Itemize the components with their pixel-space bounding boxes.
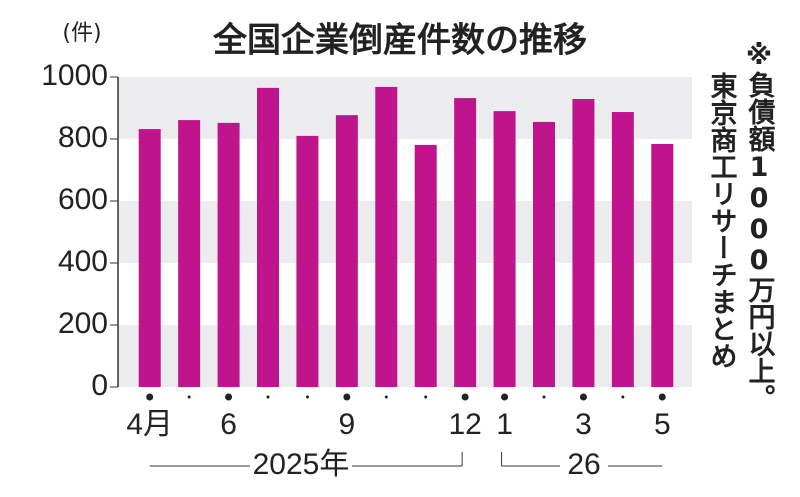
bar xyxy=(414,144,437,387)
x-tick-dot xyxy=(621,395,625,399)
x-tick-dot xyxy=(187,395,191,399)
year-label: 2025年 xyxy=(253,448,350,481)
grid-band xyxy=(118,77,692,139)
x-tick-dot xyxy=(501,393,509,401)
x-tick-dot xyxy=(424,395,428,399)
grid-band xyxy=(118,201,692,263)
bar xyxy=(611,112,634,387)
note: 東京商工リサーチまとめ xyxy=(706,72,738,369)
x-tick-dot xyxy=(225,393,233,401)
y-tick-label: 0 xyxy=(91,369,108,402)
chart-title: 全国企業倒産件数の推移 xyxy=(212,21,587,61)
bar xyxy=(138,129,161,387)
bar xyxy=(178,120,201,387)
x-tick-dot xyxy=(658,393,666,401)
y-tick-label: 600 xyxy=(58,183,108,216)
x-tick-label: 6 xyxy=(220,408,237,441)
x-tick-dot xyxy=(384,395,388,399)
x-tick-dot xyxy=(579,393,587,401)
bar xyxy=(375,86,398,388)
bar xyxy=(572,99,595,387)
x-tick-dot xyxy=(266,395,270,399)
bar xyxy=(651,143,674,387)
x-tick-dot xyxy=(461,393,469,401)
year-label: 26 xyxy=(567,448,600,481)
bar xyxy=(454,98,477,387)
bar xyxy=(493,111,516,387)
unit-label: (件) xyxy=(62,21,101,46)
x-tick-dot xyxy=(305,395,309,399)
x-tick-dot xyxy=(542,395,546,399)
bar xyxy=(335,115,358,387)
note: ※負債額1000万円以上。 xyxy=(744,40,777,411)
y-tick-label: 1000 xyxy=(41,59,108,92)
x-tick-label: 1 xyxy=(496,408,513,441)
x-tick-label: 12 xyxy=(448,408,481,441)
x-tick-dot xyxy=(146,393,154,401)
x-tick-label: 5 xyxy=(654,408,671,441)
grid-band xyxy=(118,325,692,387)
x-tick-label: 9 xyxy=(339,408,356,441)
y-tick-label: 200 xyxy=(58,307,108,340)
y-tick-label: 800 xyxy=(58,121,108,154)
bar xyxy=(257,87,279,387)
bar xyxy=(217,122,240,387)
x-tick-label: 4月 xyxy=(126,408,173,441)
bar xyxy=(296,135,319,387)
x-tick-dot xyxy=(343,393,351,401)
x-tick-label: 3 xyxy=(575,408,592,441)
bar xyxy=(533,121,555,387)
y-tick-label: 400 xyxy=(58,245,108,278)
